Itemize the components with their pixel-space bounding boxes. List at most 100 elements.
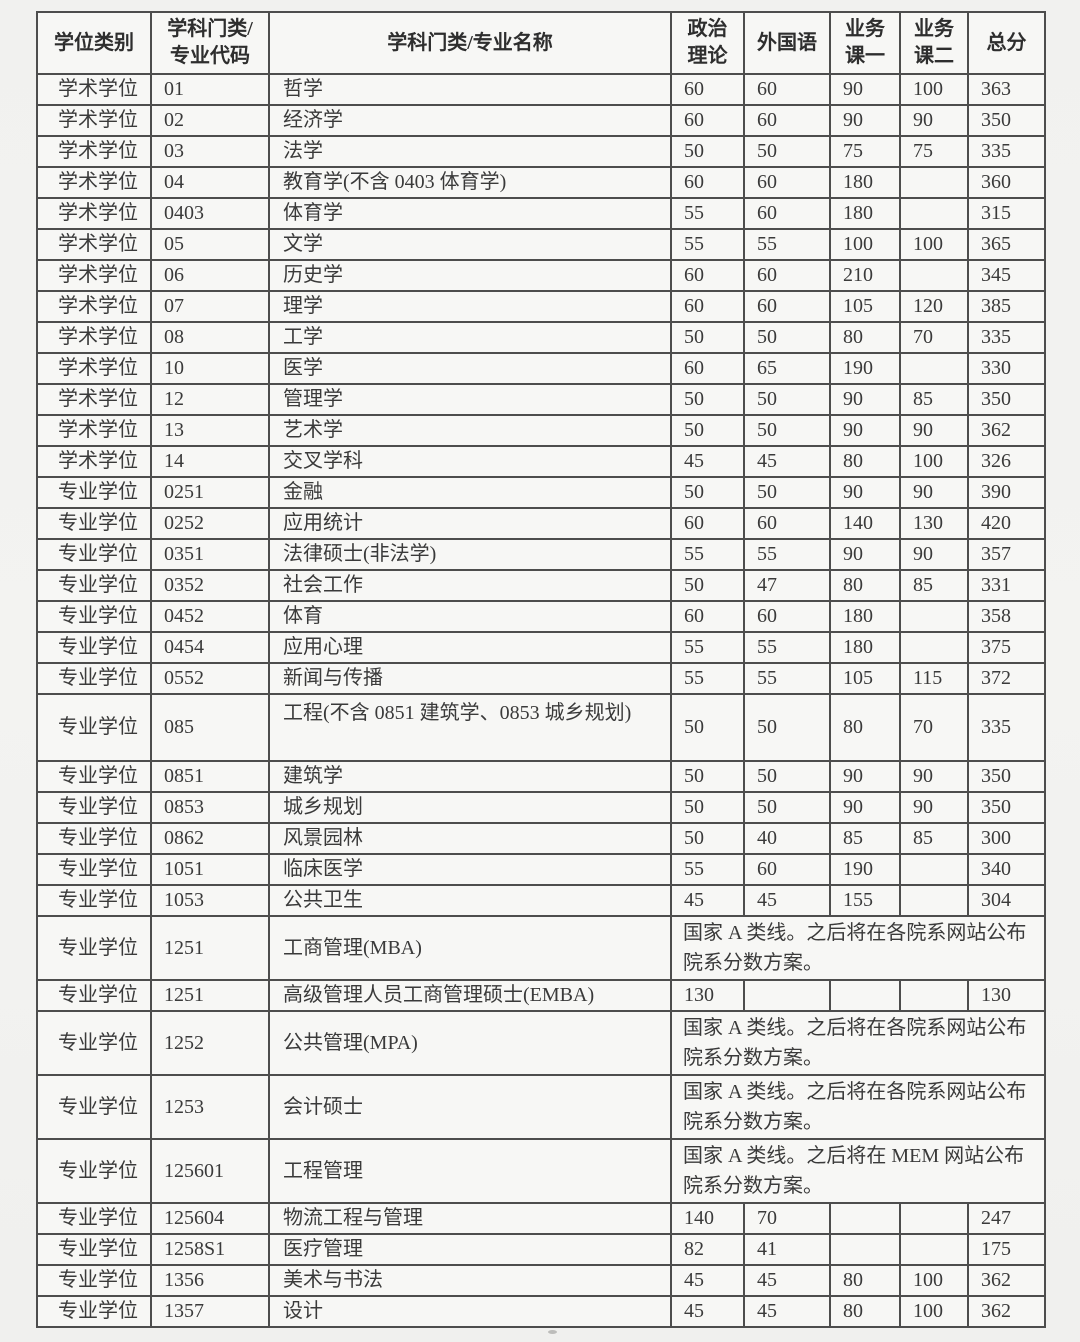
cell-name: 医学: [268, 352, 672, 385]
cell-degree: 专业学位: [36, 476, 152, 509]
cell-politics: 55: [670, 228, 745, 261]
cell-code: 0252: [150, 507, 270, 540]
cell-politics: 60: [670, 73, 745, 106]
cell-course2: [899, 259, 969, 292]
header-label: 总分: [986, 31, 1027, 54]
cell-total: 372: [967, 662, 1046, 695]
cell-degree: 专业学位: [36, 1138, 152, 1204]
cell-course1: [829, 1202, 901, 1235]
cell-course1: 190: [829, 853, 901, 886]
header-label: 外国语: [757, 31, 817, 54]
cell-course2: [899, 197, 969, 230]
col-header-course1: 业务 课一: [829, 11, 901, 75]
cell-foreign: [743, 979, 831, 1012]
cell-course2: 100: [899, 73, 969, 106]
cell-foreign: 60: [743, 166, 831, 199]
cell-foreign: 45: [743, 1264, 831, 1297]
cell-course2: 100: [899, 1264, 969, 1297]
table-row: 学术学位 13 艺术学 50 50 90 90 362: [36, 414, 1046, 447]
cell-code: 10: [150, 352, 270, 385]
cell-course2: 130: [899, 507, 969, 540]
cell-total: 362: [967, 1264, 1046, 1297]
table-row: 专业学位 0853 城乡规划 50 50 90 90 350: [36, 791, 1046, 824]
cell-politics: 130: [670, 979, 745, 1012]
cell-foreign: 47: [743, 569, 831, 602]
admission-score-table: 学位类别 学科门类/ 专业代码 学科门类/专业名称 政治 理论 外国语 业务 课…: [36, 11, 1046, 1328]
cell-name: 工程管理: [268, 1138, 672, 1204]
cell-code: 0454: [150, 631, 270, 664]
cell-foreign: 50: [743, 476, 831, 509]
cell-total: 304: [967, 884, 1046, 917]
cell-course1: [829, 1233, 901, 1266]
cell-course1: [829, 979, 901, 1012]
header-label: 专业代码: [170, 45, 250, 67]
cell-politics: 50: [670, 135, 745, 168]
table-body: 学术学位 01 哲学 60 60 90 100 363 学术学位 02 经济学 60 60 90 90 350…: [36, 73, 1046, 1328]
cell-name: 城乡规划: [268, 791, 672, 824]
cell-course2: [899, 1202, 969, 1235]
cell-politics: 50: [670, 791, 745, 824]
cell-course1: 105: [829, 290, 901, 323]
cell-degree: 专业学位: [36, 1233, 152, 1266]
cell-name: 教育学(不含 0403 体育学): [268, 166, 672, 199]
cell-politics: 55: [670, 197, 745, 230]
cell-total: 420: [967, 507, 1046, 540]
header-label: 业务: [845, 18, 885, 40]
table-row: 学术学位 04 教育学(不含 0403 体育学) 60 60 180 360: [36, 166, 1046, 199]
cell-name: 法律硕士(非法学): [268, 538, 672, 571]
cell-name: 工商管理(MBA): [268, 915, 672, 981]
cell-name: 美术与书法: [268, 1264, 672, 1297]
header-label: 学科门类/: [167, 18, 253, 40]
col-header-degree: 学位类别: [36, 11, 152, 75]
cell-code: 05: [150, 228, 270, 261]
cell-name: 艺术学: [268, 414, 672, 447]
cell-code: 1053: [150, 884, 270, 917]
cell-degree: 专业学位: [36, 569, 152, 602]
cell-code: 125604: [150, 1202, 270, 1235]
cell-total: 247: [967, 1202, 1046, 1235]
cell-name: 文学: [268, 228, 672, 261]
cell-span-note: 国家 A 类线。之后将在各院系网站公布院系分数方案。: [670, 1010, 1046, 1076]
cell-code: 1252: [150, 1010, 270, 1076]
cell-name: 经济学: [268, 104, 672, 137]
cell-course1: 180: [829, 600, 901, 633]
cell-course2: 70: [899, 321, 969, 354]
cell-politics: 82: [670, 1233, 745, 1266]
table-row: 专业学位 0452 体育 60 60 180 358: [36, 600, 1046, 633]
cell-course1: 90: [829, 383, 901, 416]
cell-course2: 90: [899, 760, 969, 793]
col-header-name: 学科门类/专业名称: [268, 11, 672, 75]
cell-total: 363: [967, 73, 1046, 106]
cell-foreign: 50: [743, 414, 831, 447]
cell-course2: [899, 600, 969, 633]
cell-foreign: 50: [743, 321, 831, 354]
cell-politics: 60: [670, 507, 745, 540]
cell-code: 0452: [150, 600, 270, 633]
table-row: 专业学位 125604 物流工程与管理 140 70 247: [36, 1202, 1046, 1235]
cell-degree: 学术学位: [36, 321, 152, 354]
col-header-politics: 政治 理论: [670, 11, 745, 75]
cell-course1: 90: [829, 73, 901, 106]
cell-course1: 80: [829, 1295, 901, 1328]
cell-course2: [899, 1233, 969, 1266]
cell-degree: 专业学位: [36, 884, 152, 917]
cell-politics: 55: [670, 853, 745, 886]
cell-degree: 专业学位: [36, 853, 152, 886]
cell-code: 1356: [150, 1264, 270, 1297]
cell-course1: 180: [829, 631, 901, 664]
cell-course1: 80: [829, 693, 901, 762]
header-row: 学位类别 学科门类/ 专业代码 学科门类/专业名称 政治 理论 外国语 业务 课…: [36, 11, 1046, 75]
cell-code: 08: [150, 321, 270, 354]
cell-code: 02: [150, 104, 270, 137]
table-row: 专业学位 1258S1 医疗管理 82 41 175: [36, 1233, 1046, 1266]
cell-foreign: 55: [743, 662, 831, 695]
cell-foreign: 50: [743, 791, 831, 824]
cell-degree: 专业学位: [36, 915, 152, 981]
cell-politics: 50: [670, 383, 745, 416]
table-row: 专业学位 085 工程(不含 0851 建筑学、0853 城乡规划) 50 50 80 70…: [36, 693, 1046, 762]
cell-course1: 105: [829, 662, 901, 695]
cell-degree: 学术学位: [36, 166, 152, 199]
cell-course1: 190: [829, 352, 901, 385]
cell-foreign: 45: [743, 884, 831, 917]
cell-course1: 90: [829, 104, 901, 137]
